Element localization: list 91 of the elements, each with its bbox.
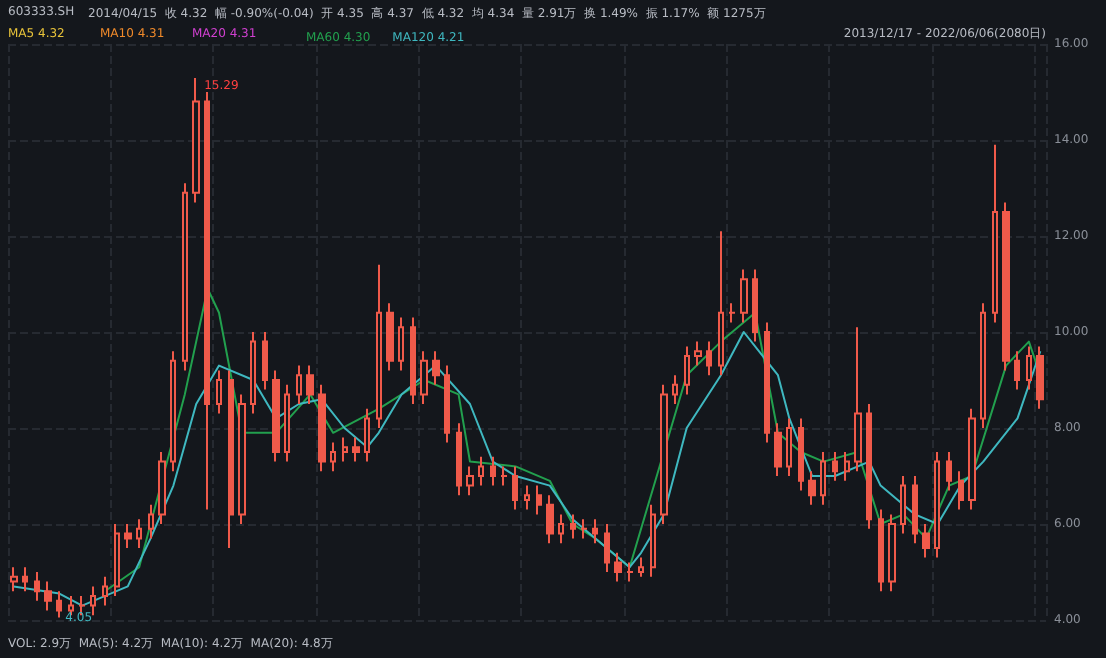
candlestick (992, 143, 998, 324)
candlestick (570, 513, 576, 540)
candlestick (296, 364, 302, 405)
candlestick (204, 91, 210, 511)
candlestick (102, 575, 108, 607)
candlestick (900, 475, 906, 535)
candlestick (968, 407, 976, 511)
candlestick (958, 470, 964, 511)
candlestick (592, 518, 598, 545)
candlestick (490, 455, 496, 487)
candlestick (398, 316, 404, 372)
candlestick (844, 451, 850, 482)
candlestick (444, 364, 450, 444)
candlestick (912, 475, 918, 545)
candlestick (922, 523, 930, 559)
candlestick (706, 340, 712, 377)
candlestick (364, 407, 370, 463)
candlestick (672, 374, 678, 405)
candlestick (626, 561, 634, 583)
candlestick (376, 263, 382, 429)
candlestick (820, 451, 826, 506)
candlestick (774, 422, 782, 477)
candlestick (888, 513, 896, 593)
candlestick (524, 484, 530, 511)
candlestick (136, 518, 142, 549)
candlestick (56, 590, 62, 619)
candlestick (764, 321, 770, 444)
candlestick (740, 268, 748, 324)
candlestick (10, 566, 18, 593)
candlestick (752, 268, 758, 343)
candlestick (614, 551, 622, 583)
candlestick (250, 331, 256, 415)
candlestick (558, 513, 564, 545)
candlestick (410, 316, 416, 405)
candlestick (420, 350, 428, 405)
candlestick (684, 345, 690, 396)
candlestick (808, 470, 816, 506)
candlestick (546, 494, 554, 545)
candlestick (980, 302, 986, 429)
candlestick (786, 417, 792, 477)
candlestick (1036, 345, 1044, 410)
candlestick (798, 417, 804, 492)
candlestick (216, 369, 222, 415)
candlestick (604, 523, 610, 573)
candlestick (22, 566, 28, 593)
candlestick (456, 422, 462, 497)
candlestick (170, 350, 176, 473)
candlestick (934, 451, 940, 559)
candlestick (718, 230, 724, 377)
candlestick (124, 523, 132, 549)
candlestick (1014, 350, 1020, 391)
candlestick (832, 451, 838, 482)
candlestick (182, 182, 188, 372)
candlestick (386, 302, 394, 372)
candlestick (272, 369, 280, 463)
candlestick (342, 436, 348, 463)
candlestick (44, 580, 52, 612)
candlestick (158, 451, 166, 525)
candlestick (318, 383, 326, 473)
candlestick (946, 451, 952, 492)
candlestick (306, 364, 314, 405)
candlestick (866, 403, 872, 530)
candlestick (478, 455, 484, 487)
candlestick (34, 571, 40, 602)
candlestick (650, 503, 656, 578)
candlestick (500, 465, 508, 487)
candlestick (432, 350, 440, 386)
candlestick (536, 484, 542, 516)
line-series (103, 287, 1042, 593)
candlestick (262, 331, 268, 391)
candlestick (728, 302, 736, 324)
candlestick (1002, 201, 1010, 372)
candlestick (238, 393, 246, 525)
candlestick (512, 465, 518, 511)
candlestick (1026, 345, 1032, 391)
candlestick (284, 383, 290, 463)
line-series (12, 331, 1042, 607)
candlestick (192, 77, 200, 204)
candlestick (90, 585, 96, 617)
candlestick (580, 518, 588, 540)
candlestick (466, 465, 474, 497)
candlestick (114, 523, 120, 597)
candlestick (638, 556, 644, 578)
candlestick (148, 503, 154, 540)
candlestick (694, 340, 702, 367)
candlestick (352, 436, 360, 463)
candlestick (854, 326, 862, 473)
candlestick (660, 383, 668, 525)
candlestick (228, 369, 234, 549)
candlestick (878, 508, 884, 593)
candlestick (330, 441, 336, 473)
